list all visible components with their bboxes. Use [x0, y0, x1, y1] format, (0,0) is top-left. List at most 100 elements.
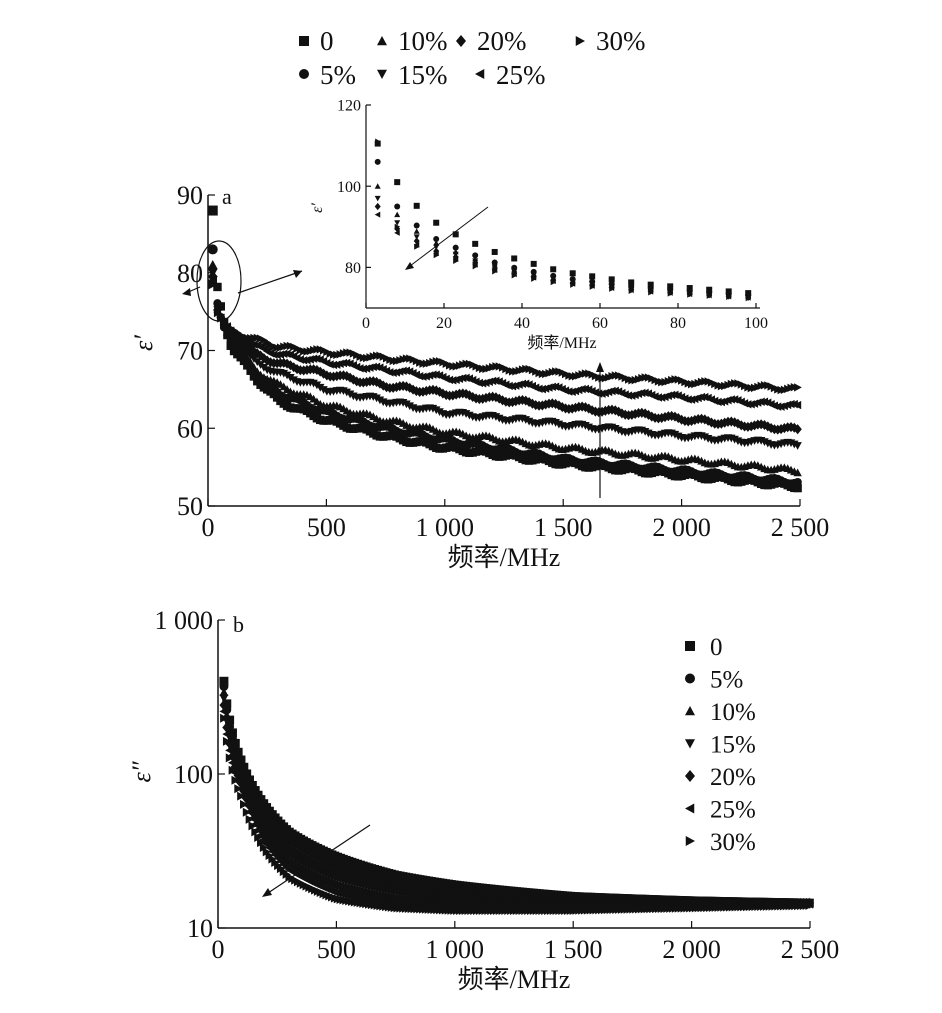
panel-a-point-25%: [478, 379, 487, 388]
panel-b-point-25%: [225, 745, 234, 755]
panel-a-point-25%: [418, 372, 427, 381]
panel-a-point-20%: [524, 396, 534, 408]
panel-a-point-25%: [415, 372, 424, 381]
panel-a-point-25%: [306, 355, 314, 364]
panel-b-point-30%: [254, 832, 263, 842]
inset-point-30%: [414, 243, 420, 250]
inset-point-0: [413, 202, 420, 209]
inset-point-0: [433, 219, 440, 226]
inset-point-30%: [667, 290, 674, 297]
panel-a-point-25%: [475, 378, 483, 388]
panel-b-point-15%: [219, 694, 229, 703]
panel-a-point-10%: [249, 363, 259, 371]
inset-point-30%: [453, 258, 459, 265]
inset-point-30%: [648, 289, 654, 296]
panel-b-point-25%: [250, 819, 260, 829]
inset-point-5%: [374, 158, 381, 165]
panel-b-point-30%: [239, 799, 249, 809]
panel-a-left-arrowhead: [182, 288, 191, 296]
panel-a-trend-arrowhead: [596, 362, 604, 372]
panel-a-x-tick-label: 1 500: [534, 513, 593, 542]
inset-point-5%: [413, 222, 420, 229]
top-legend-marker-20%: [456, 35, 466, 47]
panel-b-point-30%: [251, 827, 260, 837]
inset-point-30%: [433, 252, 440, 259]
panel-a-point-25%: [325, 360, 334, 369]
panel-b-point-30%: [242, 807, 252, 817]
panel-a-point-20%: [793, 424, 802, 435]
panel-a-point-30%: [213, 308, 222, 318]
panel-b-legend-marker-10%: [685, 706, 695, 716]
panel-a-point-20%: [737, 420, 746, 431]
panel-a-ticks: 0 500 1 000 1 500 2 000 2 500 50 60 70 80 90: [177, 181, 829, 542]
inset-point-30%: [531, 275, 537, 282]
inset-y-tick-label: 120: [337, 98, 361, 115]
panel-a-point-0: [213, 282, 222, 292]
panel-a-y-tick-label: 90: [177, 181, 203, 210]
inset-point-0: [569, 270, 576, 277]
top-legend-marker-10%: [377, 36, 387, 46]
inset-point-0: [589, 273, 596, 280]
panel-a-point-20%: [402, 381, 411, 392]
panel-b-legend-label: 20%: [710, 764, 756, 791]
panel-a-point-20%: [551, 398, 560, 409]
panel-a-point-20%: [345, 372, 355, 383]
panel-b-point-30%: [228, 765, 237, 775]
inset-point-5%: [472, 252, 479, 259]
panel-a-inset-chart: 0 20 40 60 80 100 80 100 120 频率/MHz ε′: [309, 98, 768, 352]
panel-a-point-0: [207, 205, 218, 216]
panel-a-point-25%: [793, 400, 802, 410]
panel-a-point-10%: [793, 468, 802, 477]
panel-b-legend-label: 5%: [710, 667, 743, 694]
inset-point-30%: [628, 287, 635, 294]
panel-a-pointer-arrowhead: [293, 270, 302, 278]
panel-b-point-30%: [248, 821, 257, 831]
panel-a-point-20%: [249, 346, 259, 357]
panel-b-point-20%: [222, 722, 232, 733]
inset-point-30%: [589, 283, 596, 290]
panel-b-y-tick-label: 1 000: [155, 606, 214, 635]
panel-a-point-20%: [236, 339, 245, 350]
inset-points: [374, 138, 752, 302]
panel-b-point-25%: [230, 768, 240, 778]
panel-a-point-20%: [677, 414, 686, 425]
panel-b-points: [219, 676, 814, 915]
panel-b-trend-arrow: [267, 824, 371, 894]
panel-a-point-25%: [385, 368, 394, 377]
panel-b-point-30%: [245, 814, 254, 824]
panel-a-point-25%: [388, 368, 397, 377]
top-legend-label: 15%: [398, 60, 448, 90]
panel-a-point-25%: [355, 364, 364, 373]
panel-a-point-20%: [379, 380, 388, 391]
inset-point-0: [452, 231, 459, 238]
inset-point-30%: [511, 272, 518, 279]
inset-point-25%: [374, 211, 381, 218]
panel-a-point-30%: [794, 383, 802, 392]
inset-point-0: [530, 260, 537, 267]
panel-b-legend-label: 25%: [710, 797, 756, 824]
inset-point-10%: [374, 183, 381, 189]
inset-point-20%: [472, 259, 479, 267]
inset-point-30%: [570, 281, 576, 288]
panel-a-x-tick-label: 500: [307, 513, 346, 542]
panel-b-point-25%: [253, 825, 262, 835]
panel-b-x-tick-label: 1 500: [544, 935, 603, 964]
inset-point-30%: [394, 223, 401, 230]
panel-b-legend-marker-25%: [685, 803, 695, 814]
inset-point-20%: [452, 253, 459, 261]
panel-a-point-10%: [246, 358, 255, 366]
inset-point-30%: [472, 263, 479, 270]
panel-a-point-25%: [717, 397, 725, 407]
inset-point-30%: [492, 268, 498, 275]
inset-point-10%: [394, 211, 401, 218]
panel-b-trend-arrowhead: [262, 888, 272, 897]
panel-b-point-30%: [222, 736, 232, 746]
panel-a-x-tick-label: 0: [202, 513, 215, 542]
top-legend-label: 0: [320, 26, 334, 56]
inset-trend-arrowhead: [405, 262, 414, 270]
inset-point-15%: [374, 195, 381, 202]
panel-a-point-10%: [207, 259, 218, 270]
panel-a-point-25%: [359, 364, 367, 374]
panel-b-x-axis-title: 频率/MHz: [458, 965, 571, 994]
inset-x-tick-label: 60: [592, 315, 608, 332]
